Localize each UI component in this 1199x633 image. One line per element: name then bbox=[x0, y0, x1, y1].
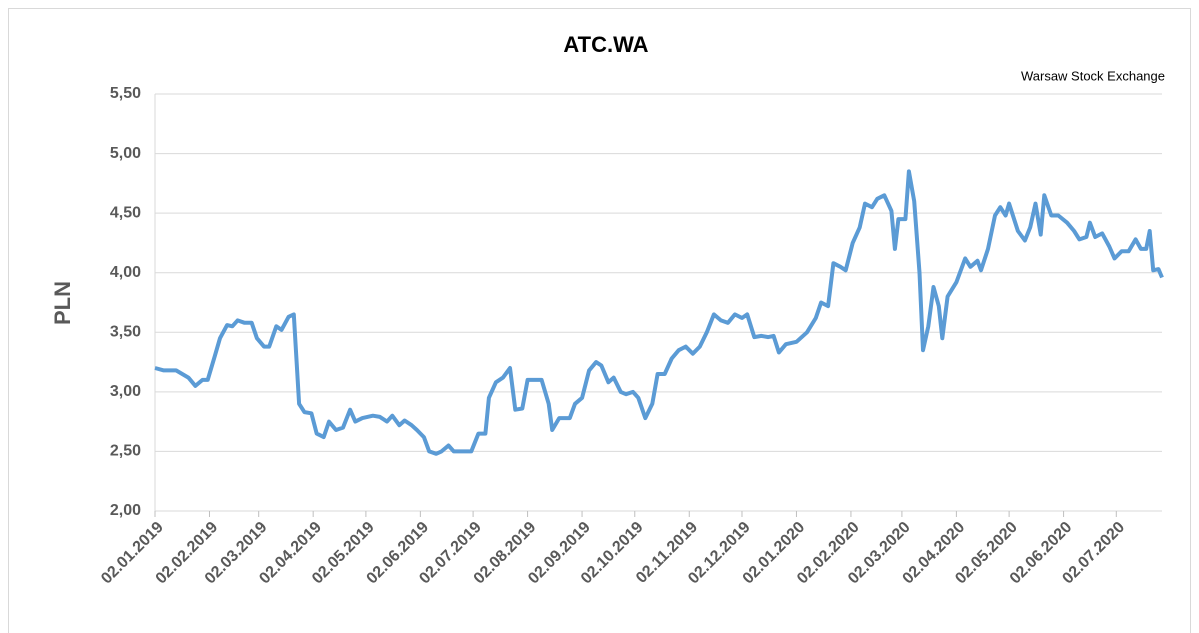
price-line bbox=[154, 169, 1164, 456]
y-axis-label: PLN bbox=[50, 281, 75, 325]
chart-title: ATC.WA bbox=[563, 32, 648, 57]
y-tick-label: 2,00 bbox=[110, 502, 141, 519]
y-tick-label: 3,50 bbox=[110, 324, 141, 341]
y-tick-label: 3,00 bbox=[110, 383, 141, 400]
y-tick-label: 2,50 bbox=[110, 443, 141, 460]
y-tick-label: 5,50 bbox=[110, 85, 141, 102]
y-tick-label: 4,50 bbox=[110, 204, 141, 221]
y-tick-label: 4,00 bbox=[110, 264, 141, 281]
chart-subtitle: Warsaw Stock Exchange bbox=[1021, 68, 1165, 83]
chart-frame bbox=[8, 8, 1191, 633]
y-tick-label: 5,00 bbox=[110, 145, 141, 162]
